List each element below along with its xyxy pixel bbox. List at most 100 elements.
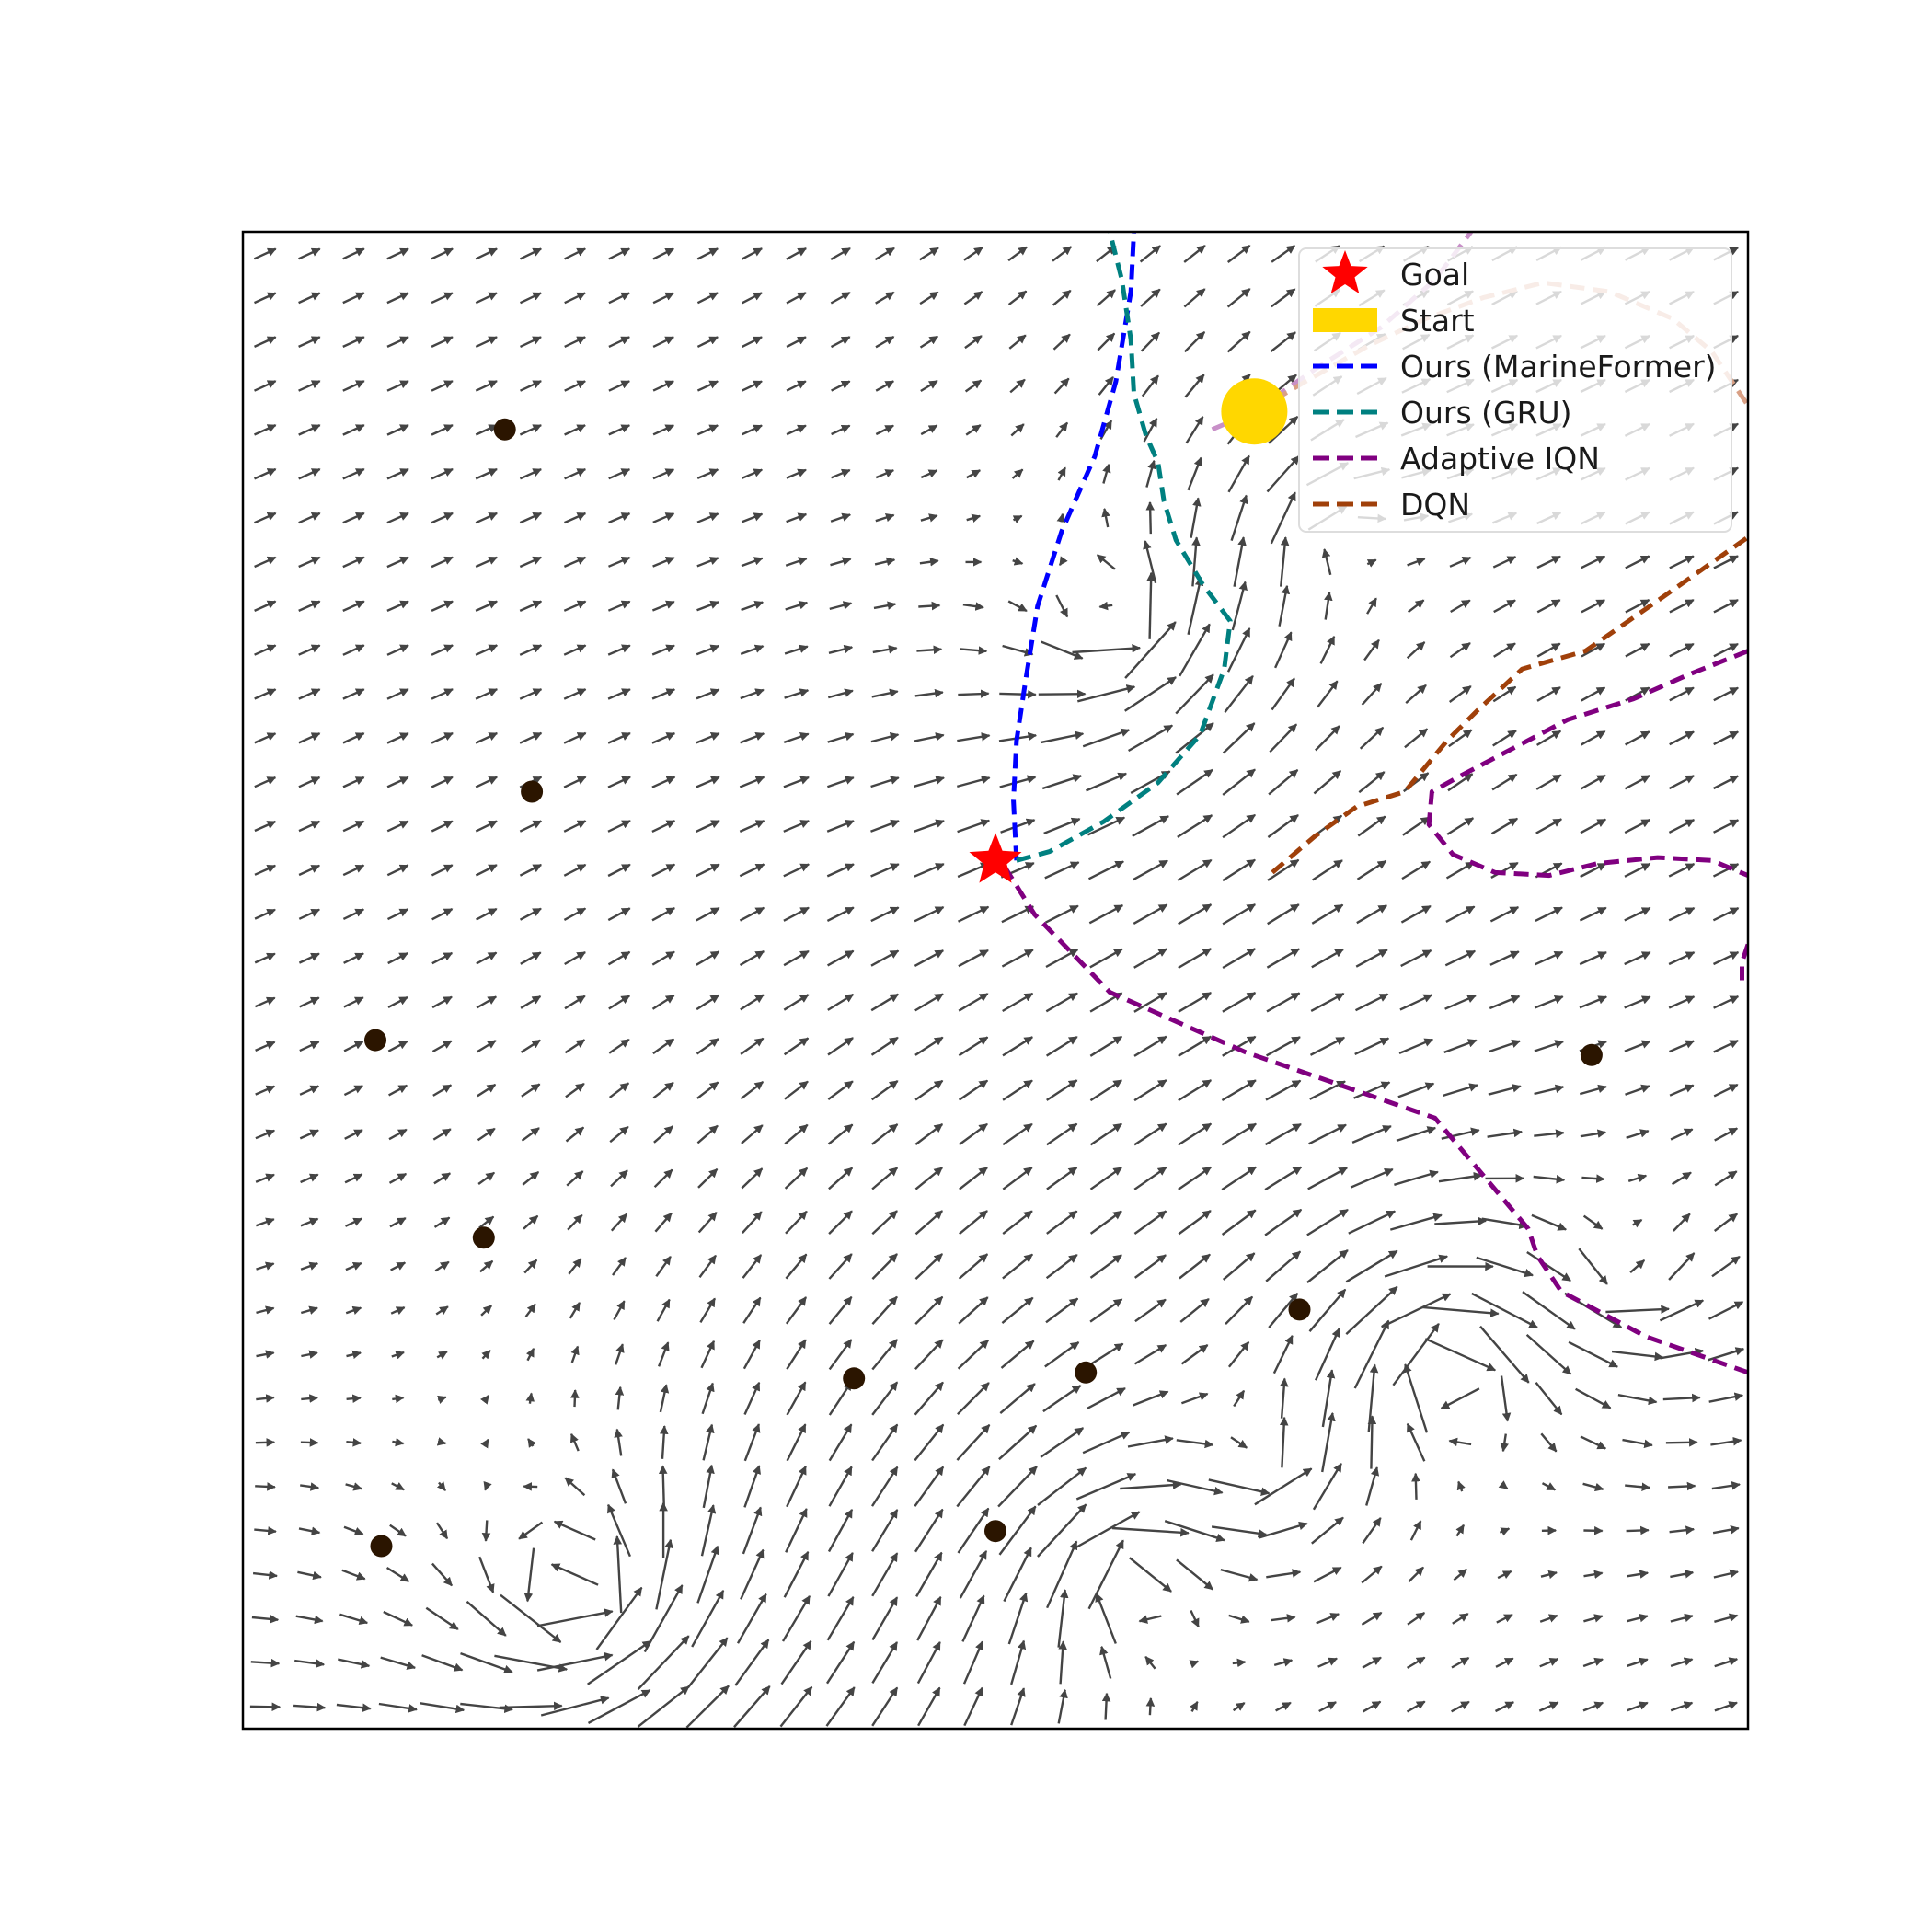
current-arrow bbox=[741, 600, 765, 612]
current-arrow bbox=[919, 557, 939, 567]
current-arrow bbox=[957, 732, 991, 742]
current-arrow bbox=[956, 1423, 991, 1461]
current-arrow bbox=[519, 512, 543, 524]
current-arrow bbox=[1583, 1570, 1604, 1579]
legend-label-adaptive-iqn: Adaptive IQN bbox=[1400, 441, 1600, 477]
current-arrow bbox=[1267, 903, 1300, 926]
current-arrow bbox=[1052, 333, 1071, 351]
current-arrow bbox=[1128, 724, 1174, 753]
current-arrow bbox=[1671, 1171, 1692, 1186]
current-arrow bbox=[298, 1526, 321, 1535]
current-arrow bbox=[475, 292, 498, 305]
current-arrow bbox=[433, 1172, 452, 1185]
current-arrow bbox=[958, 993, 989, 1012]
current-arrow bbox=[1133, 1079, 1167, 1102]
current-arrow bbox=[653, 1125, 674, 1144]
current-arrow bbox=[966, 469, 982, 479]
current-arrow bbox=[1534, 1129, 1565, 1138]
legend-star-icon bbox=[1322, 250, 1368, 293]
current-arrow bbox=[831, 424, 851, 436]
current-arrow bbox=[1493, 599, 1516, 614]
current-arrow bbox=[1539, 1614, 1558, 1623]
current-arrow bbox=[1445, 861, 1475, 880]
trajectory-line bbox=[1271, 535, 1748, 875]
current-arrow bbox=[566, 1170, 584, 1187]
current-arrow bbox=[609, 1125, 629, 1144]
current-arrow bbox=[1411, 1472, 1420, 1500]
legend-label-goal: Goal bbox=[1400, 257, 1469, 293]
current-arrow bbox=[963, 291, 983, 305]
current-arrow bbox=[525, 1347, 535, 1362]
current-arrow bbox=[652, 292, 674, 305]
current-arrow bbox=[1230, 1436, 1248, 1449]
current-arrow bbox=[1496, 1614, 1513, 1624]
current-arrow bbox=[564, 1477, 586, 1497]
current-arrow bbox=[1052, 246, 1073, 262]
current-arrow bbox=[827, 1552, 854, 1597]
current-arrow bbox=[783, 994, 810, 1011]
current-arrow bbox=[564, 380, 586, 392]
current-arrow bbox=[519, 380, 542, 392]
current-arrow bbox=[536, 1651, 614, 1672]
current-arrow bbox=[999, 1383, 1036, 1415]
current-arrow bbox=[740, 731, 765, 744]
current-arrow bbox=[742, 424, 763, 436]
current-arrow bbox=[742, 292, 763, 305]
current-arrow bbox=[958, 689, 990, 698]
current-arrow bbox=[1540, 1432, 1558, 1453]
current-arrow bbox=[1479, 1325, 1530, 1384]
current-arrow bbox=[696, 1081, 719, 1099]
current-arrow bbox=[1500, 1433, 1509, 1453]
current-arrow bbox=[519, 424, 542, 436]
current-arrow bbox=[875, 469, 895, 479]
current-arrow bbox=[1184, 374, 1205, 398]
current-arrow bbox=[1230, 494, 1248, 541]
current-arrow bbox=[914, 1210, 943, 1236]
current-arrow bbox=[298, 908, 320, 920]
current-arrow bbox=[1124, 621, 1177, 679]
current-arrow bbox=[436, 1437, 447, 1446]
current-arrow bbox=[1353, 1081, 1391, 1099]
current-arrow bbox=[1536, 599, 1561, 614]
current-arrow bbox=[786, 512, 808, 523]
current-arrow bbox=[1714, 1701, 1738, 1712]
current-arrow bbox=[919, 291, 939, 305]
current-arrow bbox=[1133, 1343, 1167, 1365]
current-arrow bbox=[1668, 951, 1696, 966]
current-arrow bbox=[696, 336, 719, 348]
current-arrow bbox=[786, 336, 807, 349]
current-arrow bbox=[300, 1261, 319, 1271]
current-arrow bbox=[385, 1566, 410, 1583]
current-arrow bbox=[1367, 1363, 1379, 1432]
current-arrow bbox=[1315, 725, 1340, 752]
current-arrow bbox=[254, 644, 277, 656]
current-arrow bbox=[1668, 819, 1696, 834]
current-arrow bbox=[1225, 1295, 1254, 1326]
current-arrow bbox=[299, 996, 320, 1008]
current-arrow bbox=[570, 1389, 580, 1408]
current-arrow bbox=[831, 380, 851, 392]
current-arrow bbox=[1089, 1079, 1123, 1102]
current-arrow bbox=[659, 1425, 669, 1459]
current-arrow bbox=[256, 1305, 275, 1315]
current-arrow bbox=[1626, 1129, 1650, 1139]
current-arrow bbox=[1627, 1657, 1649, 1667]
current-arrow bbox=[250, 1658, 281, 1668]
current-arrow bbox=[1133, 1254, 1167, 1279]
current-arrow bbox=[651, 907, 676, 922]
current-arrow bbox=[1582, 1701, 1604, 1712]
current-arrow bbox=[1010, 1639, 1027, 1685]
current-arrow bbox=[1271, 245, 1296, 263]
current-arrow bbox=[1582, 1657, 1604, 1668]
current-arrow bbox=[1009, 378, 1026, 394]
current-arrow bbox=[475, 644, 499, 656]
current-arrow bbox=[1222, 722, 1256, 754]
current-arrow bbox=[300, 1482, 320, 1491]
current-arrow bbox=[1145, 501, 1156, 535]
current-arrow bbox=[386, 512, 409, 524]
current-arrow bbox=[519, 600, 543, 612]
current-arrow bbox=[655, 1538, 673, 1610]
current-arrow bbox=[610, 1213, 628, 1232]
current-arrow bbox=[563, 731, 587, 744]
current-arrow bbox=[872, 645, 898, 654]
